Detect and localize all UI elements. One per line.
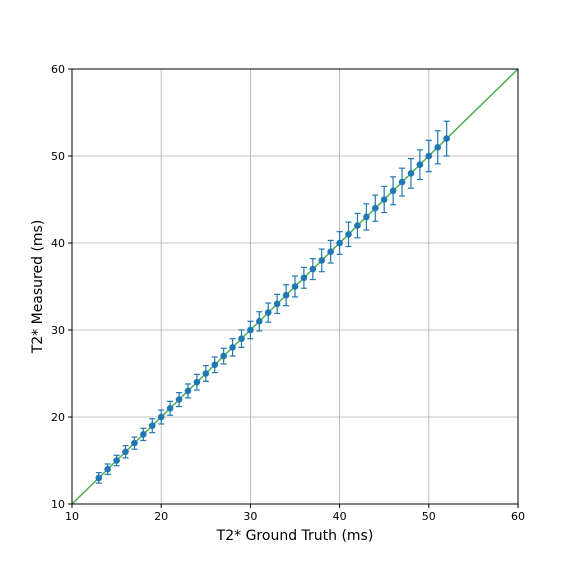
data-point	[166, 405, 174, 412]
data-point	[354, 222, 361, 229]
data-point	[327, 248, 334, 255]
error-bars	[95, 120, 450, 484]
data-point	[434, 144, 442, 151]
data-point	[416, 161, 424, 168]
data-point	[264, 309, 272, 316]
data-point	[345, 231, 352, 238]
data-point	[318, 257, 326, 264]
data-point	[184, 387, 192, 395]
data-point	[282, 291, 290, 299]
x-tick-label-5: 60	[511, 510, 525, 523]
data-point	[407, 170, 415, 177]
y-axis-label: T2* Measured (ms)	[30, 220, 46, 355]
data-point	[291, 283, 299, 290]
data-point	[247, 326, 254, 334]
data-point	[273, 300, 281, 308]
data-point	[157, 413, 165, 421]
data-point	[256, 318, 263, 325]
data-point	[309, 265, 317, 273]
data-point	[175, 396, 183, 403]
x-tick-label-1: 20	[154, 510, 168, 523]
data-point	[336, 239, 343, 247]
data-point	[229, 344, 236, 351]
x-axis-ticks: 10 20 30 40 50 60	[65, 504, 525, 523]
x-tick-label-0: 10	[65, 510, 79, 523]
y-tick-label-2: 30	[51, 324, 65, 337]
data-point	[113, 457, 120, 464]
x-tick-label-4: 50	[422, 510, 436, 523]
data-point	[220, 352, 227, 360]
data-point	[104, 465, 111, 473]
data-point	[95, 474, 103, 482]
data-point	[398, 178, 406, 186]
x-tick-label-3: 40	[333, 510, 347, 523]
y-axis-ticks: 10 20 30 40 50 60	[51, 63, 72, 511]
data-point	[300, 274, 308, 282]
data-point	[389, 187, 397, 195]
y-tick-label-4: 50	[51, 150, 65, 163]
data-point	[363, 213, 370, 221]
data-point	[238, 335, 245, 343]
data-point	[122, 448, 129, 456]
data-point	[425, 152, 433, 160]
data-point	[140, 431, 147, 438]
x-axis-label: T2* Ground Truth (ms)	[216, 528, 374, 544]
data-point	[443, 135, 450, 142]
data-point	[211, 361, 219, 369]
y-tick-label-5: 60	[51, 63, 65, 76]
data-point	[202, 370, 210, 377]
data-point	[131, 439, 138, 447]
data-point	[148, 422, 156, 430]
plot-frame	[71, 68, 519, 505]
data-point	[380, 196, 388, 203]
data-point	[193, 378, 201, 386]
y-tick-label-1: 20	[51, 411, 65, 424]
y-tick-label-3: 40	[51, 237, 65, 250]
data-points	[95, 135, 450, 482]
x-tick-label-2: 30	[243, 510, 257, 523]
data-point	[371, 204, 379, 212]
y-tick-label-0: 10	[51, 498, 65, 511]
